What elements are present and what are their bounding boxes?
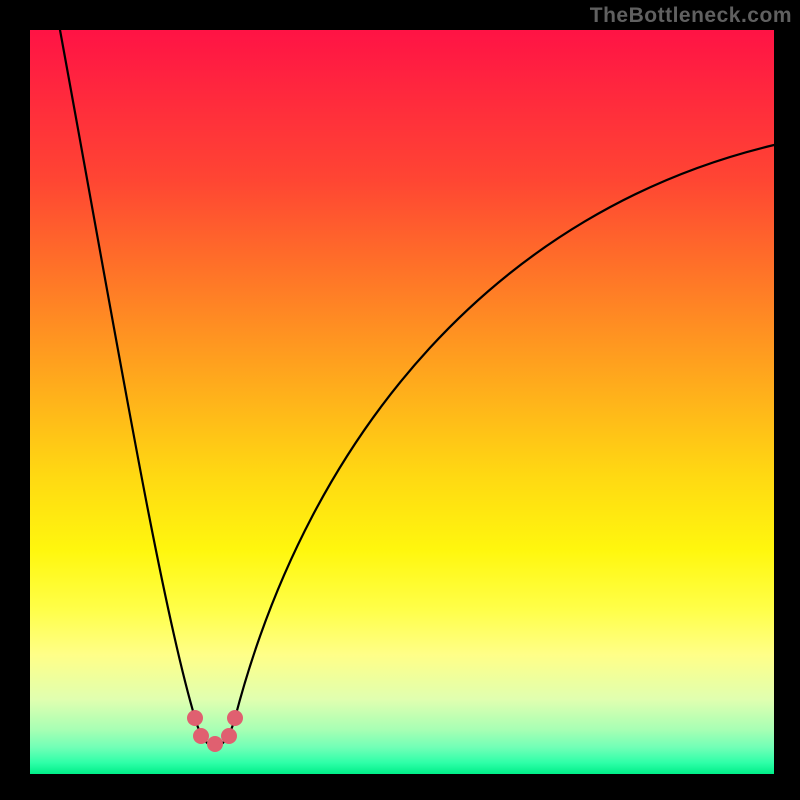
valley-marker [187,710,203,726]
valley-marker [227,710,243,726]
valley-marker [221,728,237,744]
chart-stage: TheBottleneck.com [0,0,800,800]
gradient-plot-area [30,30,774,774]
chart-svg [0,0,800,800]
valley-marker [193,728,209,744]
valley-marker [207,736,223,752]
